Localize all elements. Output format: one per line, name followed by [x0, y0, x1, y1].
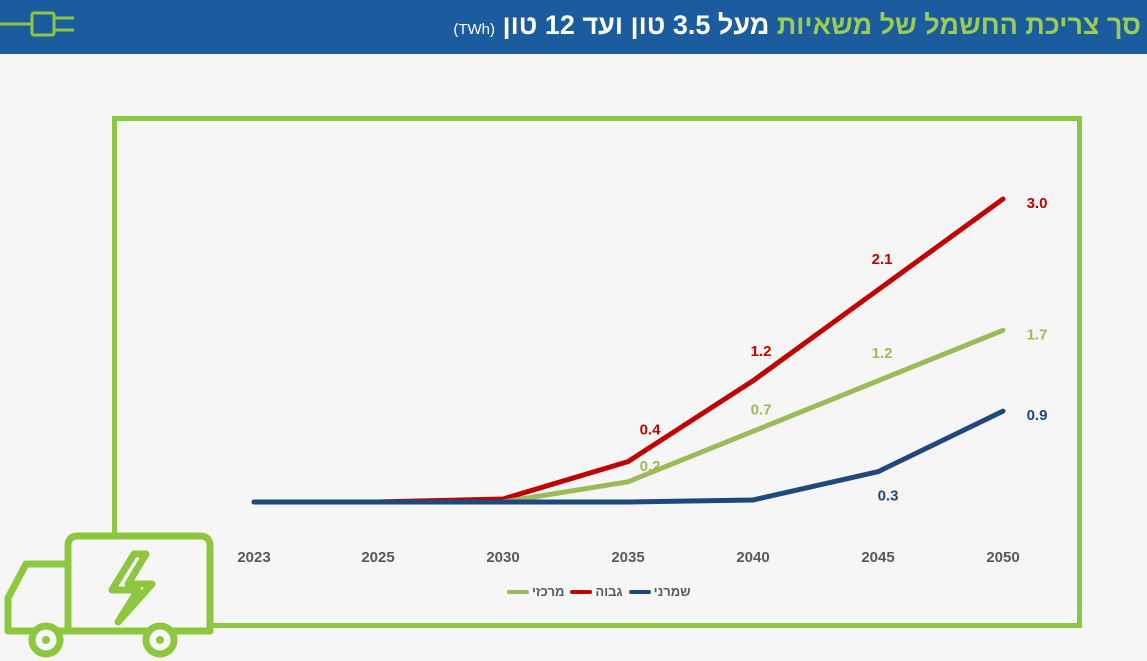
title-green-part: סך צריכת החשמל של משאיות [776, 10, 1141, 40]
plug-icon [0, 11, 74, 37]
data-label-high: 0.4 [640, 422, 662, 439]
chart-frame [112, 116, 1082, 628]
data-label-central: 1.2 [872, 345, 893, 362]
title-white-part: מעל 3.5 טון ועד 12 טון [502, 10, 770, 40]
x-tick-label: 2045 [861, 549, 894, 566]
x-tick-label: 2035 [611, 549, 644, 566]
truck-icon [4, 532, 214, 658]
data-label-high: 3.0 [1027, 195, 1048, 212]
data-label-high: 1.2 [751, 343, 772, 360]
x-tick-label: 2030 [486, 549, 519, 566]
legend-item-high: גבוה [570, 584, 623, 599]
data-label-conservative: 0.3 [878, 488, 899, 505]
legend-label-high: גבוה [595, 584, 623, 599]
x-tick-label: 2050 [986, 549, 1019, 566]
legend-item-conservative: שמרני [628, 584, 691, 599]
series-line-conservative [251, 408, 1006, 505]
data-label-conservative: 0.9 [1027, 407, 1048, 424]
legend-item-central: מרכזי [507, 584, 564, 599]
data-label-central: 0.2 [640, 458, 661, 475]
title-unit: (TWh) [453, 21, 495, 38]
x-tick-label: 2040 [736, 549, 769, 566]
legend-label-central: מרכזי [532, 584, 565, 599]
x-tick-label: 2025 [361, 549, 394, 566]
data-label-high: 2.1 [872, 251, 893, 268]
x-tick-label: 2023 [237, 549, 270, 566]
header-bar: סך צריכת החשמל של משאיות מעל 3.5 טון ועד… [0, 0, 1147, 54]
legend-label-conservative: שמרני [653, 584, 691, 599]
chart-legend: מרכזי גבוה שמרני [507, 584, 691, 599]
page-title: סך צריכת החשמל של משאיות מעל 3.5 טון ועד… [453, 3, 1141, 47]
data-label-central: 1.7 [1027, 326, 1048, 343]
data-label-central: 0.7 [751, 401, 772, 418]
